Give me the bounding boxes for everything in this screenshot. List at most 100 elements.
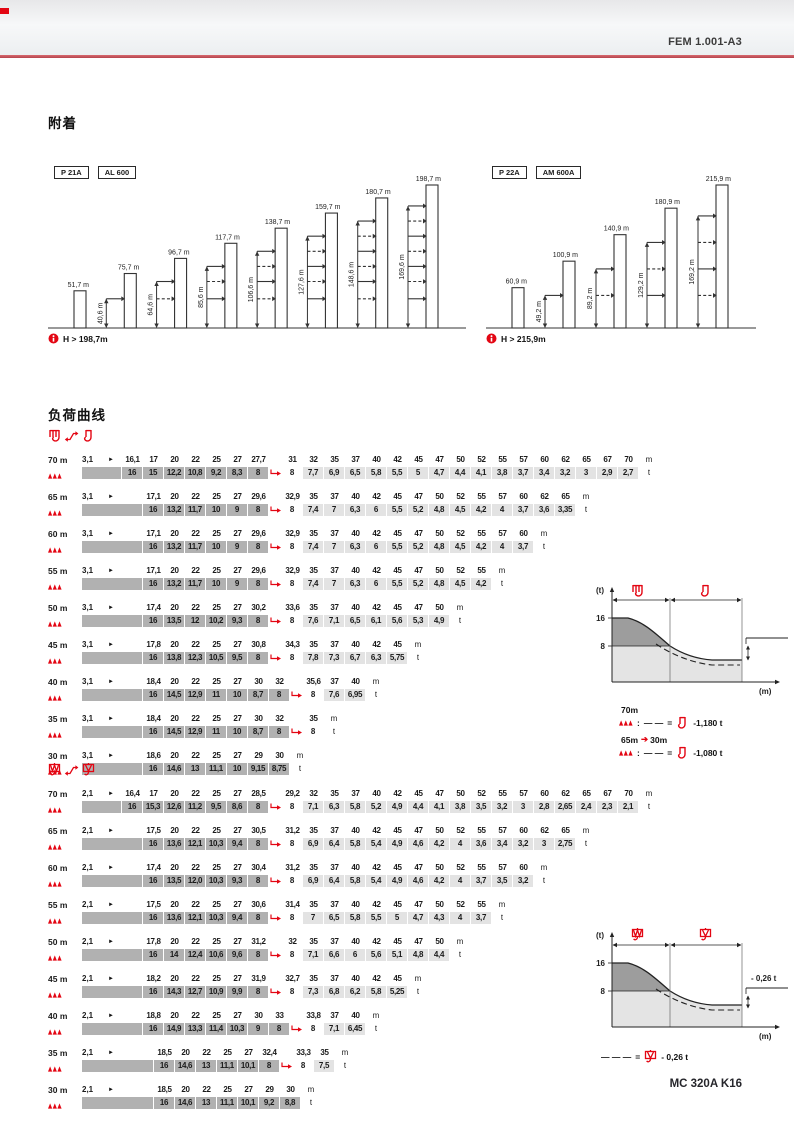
x-axis-unit: (m) [759,687,772,696]
load-cell: 6,5 [324,912,345,924]
reeving-icons [48,760,656,777]
load-cell: 7,1 [324,615,345,627]
jib-length-label: 50 m [48,603,68,613]
anchorage-diagram-am600a: P 22A AM 600A 60,9 m 100,9 m 49,2 m 140,9 m… [482,162,758,347]
radius-cell: 30,6 [251,900,266,909]
load-cell: 5,2 [366,801,387,813]
max-height-text: H > 198,7m [63,333,108,344]
radius-cell: 18,4 [146,677,161,686]
radius-cell: 42 [372,826,381,835]
load-unit: t [647,802,651,811]
radius-cell: 17,8 [146,937,161,946]
row-prefix: 3,1 [82,751,94,760]
radius-cell: 35 [309,714,318,723]
load-cell: 3,35 [555,504,576,516]
radius-cell: 40 [351,566,360,575]
load-cell: 10,3 [206,875,227,887]
load-cell: 9,15 [248,763,269,775]
jib-length-label: 45 m [48,640,68,650]
radius-cell: 29 [265,1085,274,1094]
load-cell: 14,3 [164,986,185,998]
load-curve-chart-block: 16 8 (t) (m) - 0,26 t — — — = - 0,26 t [589,926,794,1068]
pointer-icon: ► [108,642,114,648]
row-leader-bar [82,689,143,701]
load-cell: 6,2 [345,986,366,998]
load-cell: 5,2 [408,504,429,516]
tower-height-label: 60,9 m [506,279,528,286]
load-cell: 3,7 [513,504,534,516]
load-cell: 8 [282,875,303,887]
hook-2fall-icon [676,746,689,760]
radius-row: 2,1 ► 18,2 20 22 25 27 31,9 32,7 35 37 40 42 45 m [82,973,425,985]
radius-cell: 30,4 [251,863,266,872]
dash-symbol: — — [643,747,664,758]
triangles-icon [48,582,62,592]
pointer-icon: ► [108,902,114,908]
jib-length-label: 65 m [48,826,68,836]
load-cell: 8,8 [280,1097,301,1109]
load-cell: 2,3 [597,801,618,813]
radius-cell: 32,9 [285,492,300,501]
radius-cell: 55 [477,492,486,501]
load-cell: 6,1 [366,615,387,627]
load-cell: 8 [248,578,269,590]
load-cell: 5,5 [387,541,408,553]
load-cell: 3,5 [471,801,492,813]
tower-height-label: 198,7 m [416,176,441,183]
load-cell: 13 [185,763,206,775]
radius-cell: 40 [372,789,381,798]
load-row: 16 13,5 12 10,2 9,3 8 8 7,6 7,1 6,5 6,1 5,6 5,3 4,9 t [82,615,467,627]
radius-cell: 55 [498,455,507,464]
radius-cell: 27 [233,566,242,575]
radius-cell: 18,2 [146,974,161,983]
load-cell: 8 [282,652,303,664]
radius-cell: 37 [351,455,360,464]
load-cell: 7,1 [324,1023,345,1035]
radius-cell: 27 [233,826,242,835]
pointer-icon: ► [108,716,114,722]
load-cell: 9 [248,1023,269,1035]
load-chart-row: 50 m 3,1 ► 17,4 20 22 25 27 30,2 33,6 35 37 40 42 45 47… [48,602,656,633]
radius-cell: 20 [170,751,179,760]
radius-cell: 65 [561,826,570,835]
radius-cell: 40 [351,974,360,983]
load-cell: 3,2 [555,467,576,479]
radius-cell: 25 [212,900,221,909]
radius-cell: 70 [624,455,633,464]
radius-cell: 18,6 [146,751,161,760]
radius-cell: 45 [393,863,402,872]
radius-cell: 42 [372,900,381,909]
load-cell: 5,5 [387,467,408,479]
tower-height-label: 96,7 m [168,249,190,256]
radius-cell: 40 [351,1011,360,1020]
load-cell: 6,7 [345,652,366,664]
radius-cell: 45 [393,566,402,575]
pointer-icon: ► [108,1013,114,1019]
colon: : [637,747,640,758]
load-chart-row: 50 m 2,1 ► 17,8 20 22 25 27 31,2 32 35 37 40 42 45 47 50… [48,936,656,967]
load-cell: 14 [164,949,185,961]
block-4fall-icon [48,763,61,777]
radius-cell: 55 [477,529,486,538]
radius-cell: 32,4 [262,1048,277,1057]
triangles-icon [48,656,62,666]
radius-cell: 27 [233,603,242,612]
row-leader-bar [82,541,143,553]
y-axis-unit: (t) [596,931,604,940]
radius-cell: 50 [435,566,444,575]
block-2fall-icon [699,928,712,941]
load-cell: 8 [248,652,269,664]
row-prefix: 2,1 [82,863,94,872]
load-cell: 9,9 [227,986,248,998]
radius-cell: 50 [435,529,444,538]
load-row: 16 14,3 12,7 10,9 9,9 8 8 7,3 6,8 6,2 5,8 5,25 t [82,986,425,998]
radius-row: 3,1 ► 16,1 17 20 22 25 27 27,7 31 32 35 37 40 42 45 47 50… [82,454,656,466]
load-cell: 4,5 [450,504,471,516]
load-cell: 13,3 [185,1023,206,1035]
radius-cell: 67 [603,455,612,464]
load-cell: 4,9 [387,801,408,813]
load-chart-row: 35 m 2,1 ► 18,5 20 22 25 27 32,4 33,3 35 m 16 14,6 13 1… [48,1047,656,1078]
row-prefix: 3,1 [82,566,94,575]
load-cell: 12,3 [185,652,206,664]
load-unit: t [309,1098,313,1107]
